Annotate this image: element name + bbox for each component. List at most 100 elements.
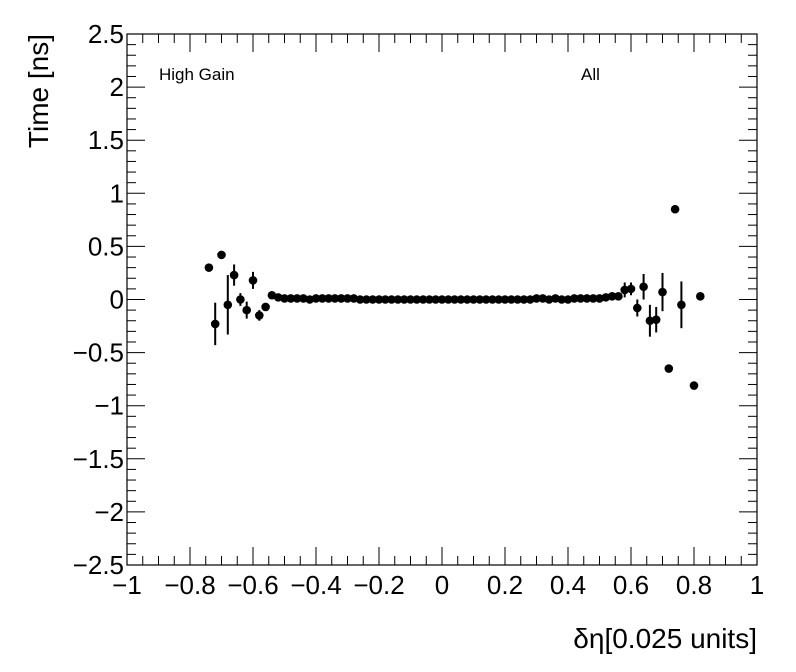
point-marker xyxy=(437,295,447,304)
point-marker xyxy=(336,294,346,303)
point-marker xyxy=(658,287,667,297)
point-marker xyxy=(229,270,239,280)
point-marker xyxy=(633,303,642,313)
data-point xyxy=(500,295,510,304)
data-point xyxy=(456,295,466,304)
data-point xyxy=(462,295,472,304)
data-point xyxy=(633,299,642,317)
x-tick-label: 0 xyxy=(435,570,449,600)
data-point xyxy=(399,295,409,304)
y-tick-label: 1.5 xyxy=(88,125,124,155)
data-point xyxy=(242,301,251,319)
data-point xyxy=(570,294,579,303)
data-point xyxy=(261,302,270,312)
data-point xyxy=(494,295,504,304)
data-point xyxy=(324,294,333,303)
y-tick-label: 2.5 xyxy=(88,19,124,49)
data-point xyxy=(210,302,220,346)
point-marker xyxy=(418,295,428,304)
point-marker xyxy=(286,294,296,303)
data-point xyxy=(475,295,485,304)
data-point xyxy=(318,294,327,303)
x-tick-label: 0.6 xyxy=(613,570,649,600)
point-marker xyxy=(614,292,623,301)
point-marker xyxy=(519,295,529,304)
point-marker xyxy=(626,284,636,294)
point-marker xyxy=(494,295,504,304)
point-marker xyxy=(343,294,352,303)
data-point xyxy=(374,295,384,304)
data-point xyxy=(588,294,598,303)
point-marker xyxy=(355,295,365,304)
point-marker xyxy=(582,294,592,303)
point-marker xyxy=(387,295,396,304)
y-tick-label: −0.5 xyxy=(73,338,124,368)
point-marker xyxy=(330,294,340,303)
data-point xyxy=(336,294,346,303)
point-marker xyxy=(412,295,422,304)
point-marker xyxy=(513,295,522,304)
data-point xyxy=(689,381,699,390)
point-marker xyxy=(651,315,661,324)
data-points xyxy=(204,204,705,390)
point-marker xyxy=(444,295,453,304)
y-tick-label: −2 xyxy=(94,497,124,527)
point-marker xyxy=(311,294,321,303)
point-marker xyxy=(425,295,434,304)
point-marker xyxy=(570,294,579,303)
data-point xyxy=(557,295,566,304)
data-point xyxy=(343,294,352,303)
x-tick-label: −0.6 xyxy=(227,570,278,600)
data-point xyxy=(450,295,459,304)
data-point xyxy=(582,294,592,303)
point-marker xyxy=(223,300,233,310)
point-marker xyxy=(210,319,220,329)
point-marker xyxy=(696,292,705,301)
data-point xyxy=(607,292,617,301)
data-point xyxy=(217,250,226,260)
data-point xyxy=(513,295,522,304)
data-point xyxy=(311,294,321,303)
data-point xyxy=(406,295,415,304)
point-marker xyxy=(475,295,485,304)
point-marker xyxy=(481,295,491,304)
x-tick-label: 0.2 xyxy=(487,570,523,600)
point-marker xyxy=(677,300,686,310)
point-marker xyxy=(469,295,478,304)
data-point xyxy=(236,293,245,306)
point-marker xyxy=(374,295,384,304)
data-point xyxy=(229,264,239,286)
data-point xyxy=(431,295,441,304)
point-marker xyxy=(557,295,566,304)
data-point xyxy=(292,294,302,303)
point-marker xyxy=(280,294,289,303)
x-tick-label: −1 xyxy=(112,570,142,600)
y-tick-label: 2 xyxy=(110,72,124,102)
point-marker xyxy=(204,263,214,272)
point-marker xyxy=(242,305,251,315)
y-tick-labels: −2.5 −2 −1.5 −1 −0.5 0 0.5 1 1.5 2 2.5 xyxy=(73,19,124,580)
data-point xyxy=(204,263,214,272)
point-marker xyxy=(318,294,327,303)
point-marker xyxy=(576,294,585,303)
y-tick-label: 1 xyxy=(110,178,124,208)
point-marker xyxy=(462,295,472,304)
data-point xyxy=(696,292,705,301)
point-marker xyxy=(368,295,378,304)
point-marker xyxy=(292,294,302,303)
data-point xyxy=(532,294,541,303)
annotation-all: All xyxy=(581,65,600,84)
data-point xyxy=(381,295,390,304)
x-tick-label: 0.4 xyxy=(550,570,586,600)
point-marker xyxy=(689,381,699,390)
data-point xyxy=(576,294,585,303)
data-point xyxy=(330,294,340,303)
data-point xyxy=(658,272,667,312)
data-point xyxy=(651,306,661,333)
data-point xyxy=(639,274,648,300)
y-axis-title: Time [ns] xyxy=(23,34,54,148)
data-point xyxy=(437,295,447,304)
point-marker xyxy=(488,295,497,304)
point-marker xyxy=(507,295,516,304)
